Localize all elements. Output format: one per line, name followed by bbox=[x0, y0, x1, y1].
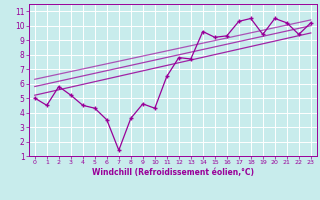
X-axis label: Windchill (Refroidissement éolien,°C): Windchill (Refroidissement éolien,°C) bbox=[92, 168, 254, 177]
